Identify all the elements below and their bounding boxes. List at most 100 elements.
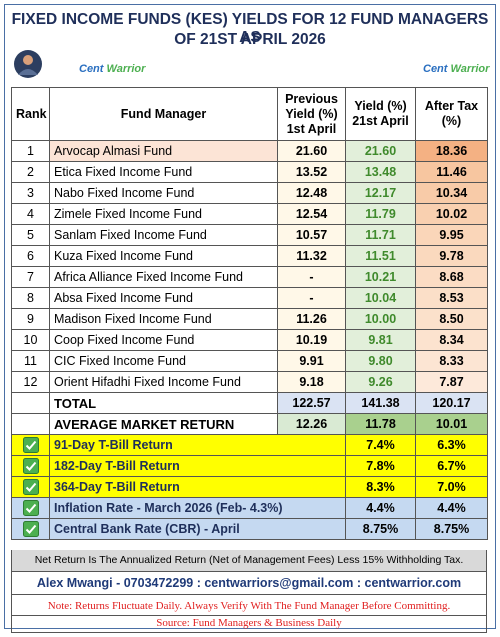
rate-yield: 4.4% — [345, 497, 416, 519]
previous-yield: 9.91 — [277, 350, 346, 372]
current-yield: 21.60 — [345, 140, 416, 162]
fund-name: Absa Fixed Income Fund — [49, 287, 278, 309]
check-icon — [22, 500, 39, 516]
table-row: Rank Fund Manager Previous Yield (%) 1st Apr… — [11, 87, 488, 141]
current-yield: 9.26 — [345, 371, 416, 393]
rank: 7 — [11, 266, 50, 288]
after-tax: 9.95 — [415, 224, 488, 246]
header-line: Fund Manager — [120, 106, 207, 121]
table-row: 7 Africa Alliance Fixed Income Fund -10.21… — [11, 266, 488, 288]
rate-label: 91-Day T-Bill Return — [49, 434, 346, 456]
fund-name: Arvocap Almasi Fund — [49, 140, 278, 162]
title: FIXED INCOME FUNDS (KES) YIELDS FOR 12 F… — [11, 11, 489, 46]
fund-name: Kuza Fixed Income Fund — [49, 245, 278, 267]
rate-yield: 8.3% — [345, 476, 416, 498]
after-tax: 8.33 — [415, 350, 488, 372]
fund-name: Africa Alliance Fixed Income Fund — [49, 266, 278, 288]
rank: 4 — [11, 203, 50, 225]
table-row: 9 Madison Fixed Income Fund 11.26 10.00 8.50 — [11, 308, 488, 330]
logo-text: Cent — [423, 63, 448, 75]
logo-text: Cent — [79, 63, 104, 75]
fund-name: Zimele Fixed Income Fund — [49, 203, 278, 225]
column-header: After Tax (%) — [415, 87, 488, 141]
table-row: 364-Day T-Bill Return 8.3% 7.0% — [11, 476, 488, 498]
header-line: Rank — [16, 106, 47, 121]
after-tax: 10.34 — [415, 182, 488, 204]
previous-yield: - — [277, 266, 346, 288]
table-row: 8 Absa Fixed Income Fund -10.04 8.53 — [11, 287, 488, 309]
check-cell — [11, 518, 50, 540]
rate-label: 364-Day T-Bill Return — [49, 476, 346, 498]
current-yield: 9.80 — [345, 350, 416, 372]
after-tax: 8.50 — [415, 308, 488, 330]
column-header: Rank — [11, 87, 50, 141]
fund-name: Sanlam Fixed Income Fund — [49, 224, 278, 246]
after-tax: 7.87 — [415, 371, 488, 393]
rate-yield: 7.4% — [345, 434, 416, 456]
previous-yield: 13.52 — [277, 161, 346, 183]
fund-name: CIC Fixed Income Fund — [49, 350, 278, 372]
rank: 8 — [11, 287, 50, 309]
rank: 11 — [11, 350, 50, 372]
logo-text: Warrior — [450, 63, 490, 75]
previous-yield: - — [277, 287, 346, 309]
rank: 2 — [11, 161, 50, 183]
header-line: 1st April — [286, 121, 337, 136]
current-yield: 9.81 — [345, 329, 416, 351]
fund-name: Madison Fixed Income Fund — [49, 308, 278, 330]
fund-name: Orient Hifadhi Fixed Income Fund — [49, 371, 278, 393]
after-tax: 18.36 — [415, 140, 488, 162]
after-tax: 11.46 — [415, 161, 488, 183]
fund-name: Etica Fixed Income Fund — [49, 161, 278, 183]
current-yield: 11.51 — [345, 245, 416, 267]
header-line: Previous — [285, 91, 338, 106]
rank — [11, 413, 50, 435]
header: FIXED INCOME FUNDS (KES) YIELDS FOR 12 F… — [5, 5, 495, 87]
total-value: 122.57 — [277, 392, 346, 414]
rank: 12 — [11, 371, 50, 393]
table-row: 1 Arvocap Almasi Fund 21.60 21.60 18.36 — [11, 140, 488, 162]
header-line: (%) — [441, 114, 462, 128]
rank: 1 — [11, 140, 50, 162]
current-yield: 11.79 — [345, 203, 416, 225]
table-row: 11 CIC Fixed Income Fund 9.91 9.80 8.33 — [11, 350, 488, 372]
avatar — [14, 50, 42, 78]
previous-yield: 21.60 — [277, 140, 346, 162]
logo: Cent Warrior — [79, 63, 145, 75]
total-label: TOTAL — [49, 392, 278, 414]
previous-yield: 11.32 — [277, 245, 346, 267]
check-cell — [11, 497, 50, 519]
source: Source: Fund Managers & Business Daily — [11, 616, 487, 633]
rate-yield: 7.8% — [345, 455, 416, 477]
rank: 10 — [11, 329, 50, 351]
table-row: 5 Sanlam Fixed Income Fund 10.57 11.71 9.95 — [11, 224, 488, 246]
rank: 5 — [11, 224, 50, 246]
yield-table: Rank Fund Manager Previous Yield (%) 1st Apr… — [11, 87, 488, 540]
table-row: AVERAGE MARKET RETURN 12.26 11.78 10.01 — [11, 413, 488, 435]
after-tax: 8.68 — [415, 266, 488, 288]
previous-yield: 10.19 — [277, 329, 346, 351]
rate-yield: 8.75% — [345, 518, 416, 540]
table-row: TOTAL 122.57 141.38 120.17 — [11, 392, 488, 414]
fund-name: Nabo Fixed Income Fund — [49, 182, 278, 204]
previous-yield: 9.18 — [277, 371, 346, 393]
table-row: Central Bank Rate (CBR) - April 8.75% 8.75… — [11, 518, 488, 540]
current-yield: 10.21 — [345, 266, 416, 288]
logo: Cent Warrior — [423, 63, 489, 75]
disclaimer: Note: Returns Fluctuate Daily. Always Ve… — [11, 595, 487, 616]
rank: 6 — [11, 245, 50, 267]
table-row: 2 Etica Fixed Income Fund 13.52 13.48 11.46 — [11, 161, 488, 183]
rate-after-tax: 7.0% — [415, 476, 488, 498]
current-yield: 13.48 — [345, 161, 416, 183]
average-value: 12.26 — [277, 413, 346, 435]
rate-after-tax: 6.7% — [415, 455, 488, 477]
rate-after-tax: 4.4% — [415, 497, 488, 519]
average-label: AVERAGE MARKET RETURN — [49, 413, 278, 435]
header-line: After Tax — [424, 99, 479, 113]
previous-yield: 12.54 — [277, 203, 346, 225]
fund-name: Coop Fixed Income Fund — [49, 329, 278, 351]
current-yield: 11.71 — [345, 224, 416, 246]
rank: 9 — [11, 308, 50, 330]
rate-label: 182-Day T-Bill Return — [49, 455, 346, 477]
rate-label: Central Bank Rate (CBR) - April — [49, 518, 346, 540]
